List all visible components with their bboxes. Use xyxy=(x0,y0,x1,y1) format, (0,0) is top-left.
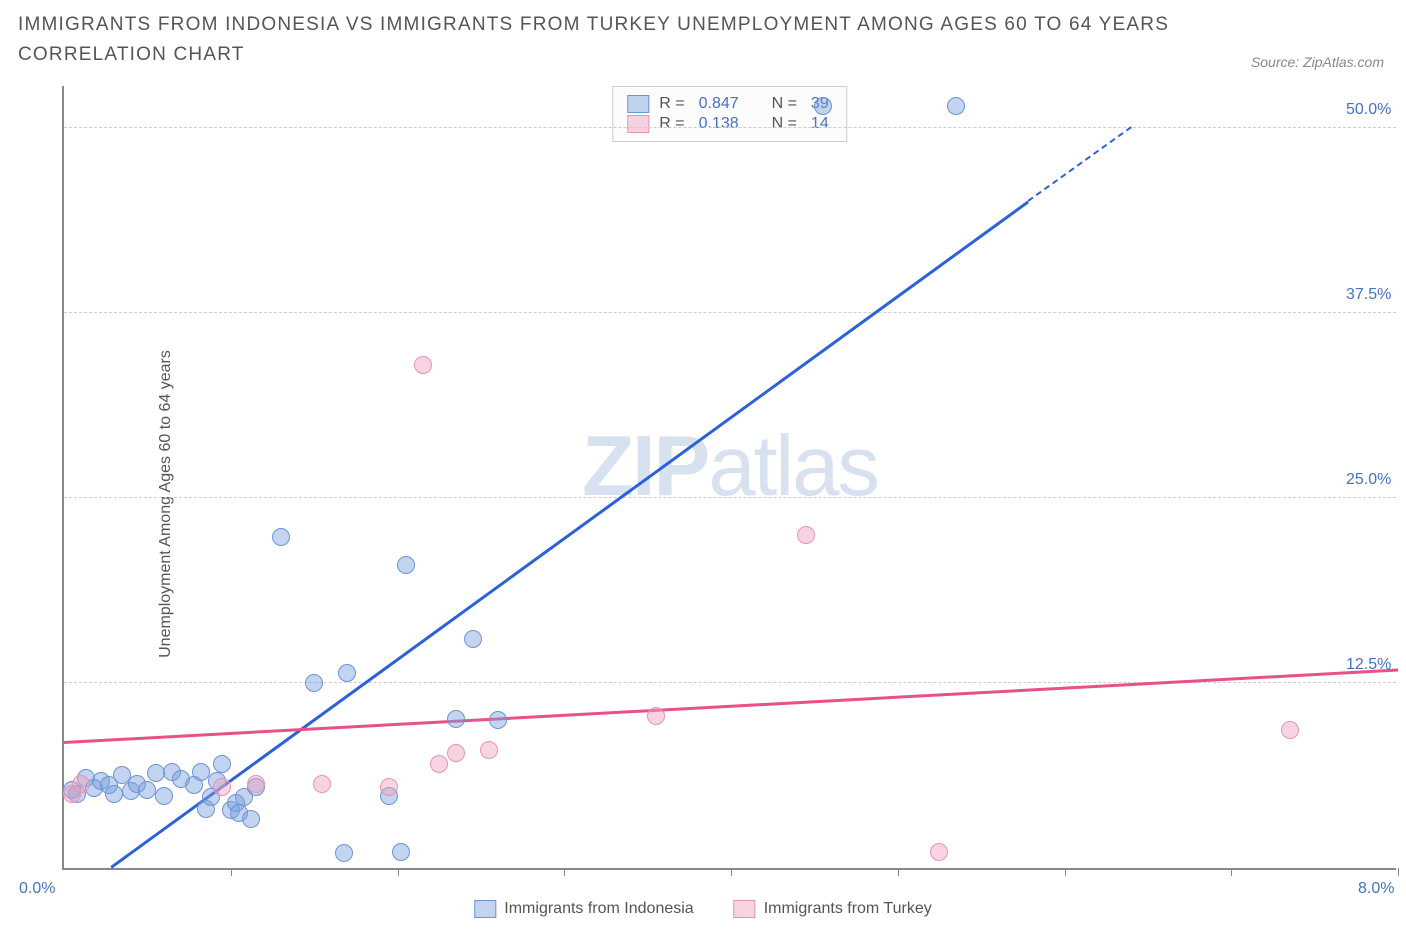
data-point xyxy=(1281,721,1299,739)
chart-title: IMMIGRANTS FROM INDONESIA VS IMMIGRANTS … xyxy=(18,10,1206,71)
watermark: ZIPatlas xyxy=(582,418,878,516)
data-point xyxy=(797,526,815,544)
y-tick-label: 25.0% xyxy=(1338,471,1391,489)
grid-line xyxy=(64,312,1396,313)
legend-swatch xyxy=(627,115,649,133)
grid-line xyxy=(64,497,1396,498)
data-point xyxy=(447,744,465,762)
source-attribution: Source: ZipAtlas.com xyxy=(1251,54,1384,70)
grid-line xyxy=(64,127,1396,128)
data-point xyxy=(464,630,482,648)
x-tick xyxy=(1065,868,1066,876)
data-point xyxy=(380,778,398,796)
x-tick xyxy=(564,868,565,876)
data-point xyxy=(447,710,465,728)
data-point xyxy=(335,844,353,862)
series-name: Immigrants from Turkey xyxy=(764,900,932,918)
legend-n-label: N = xyxy=(772,115,797,133)
legend-row: R =0.847 N =39 xyxy=(627,95,832,113)
series-legend: Immigrants from Indonesia Immigrants from… xyxy=(474,900,931,918)
plot-area: ZIPatlas R =0.847 N =39R =0.138 N =14 12… xyxy=(62,86,1396,870)
watermark-zip: ZIP xyxy=(582,419,708,514)
trend-line xyxy=(64,669,1398,744)
correlation-legend: R =0.847 N =39R =0.138 N =14 xyxy=(612,86,847,142)
data-point xyxy=(155,787,173,805)
data-point xyxy=(272,528,290,546)
watermark-atlas: atlas xyxy=(708,419,878,514)
legend-n-value: 14 xyxy=(811,115,829,133)
data-point xyxy=(72,775,90,793)
data-point xyxy=(147,764,165,782)
y-tick-label: 50.0% xyxy=(1338,101,1391,119)
legend-r-label: R = xyxy=(659,95,684,113)
data-point xyxy=(192,763,210,781)
data-point xyxy=(105,785,123,803)
data-point xyxy=(247,775,265,793)
data-point xyxy=(138,781,156,799)
data-point xyxy=(213,755,231,773)
legend-r-value: 0.138 xyxy=(699,115,739,133)
chart-container: Unemployment Among Ages 60 to 64 years Z… xyxy=(0,78,1406,930)
x-tick xyxy=(398,868,399,876)
data-point xyxy=(489,711,507,729)
data-point xyxy=(305,674,323,692)
data-point xyxy=(947,97,965,115)
data-point xyxy=(338,664,356,682)
x-tick xyxy=(731,868,732,876)
y-tick-label: 37.5% xyxy=(1338,286,1391,304)
data-point xyxy=(480,741,498,759)
data-point xyxy=(242,810,260,828)
legend-r-value: 0.847 xyxy=(699,95,739,113)
data-point xyxy=(814,97,832,115)
x-max-label: 8.0% xyxy=(1358,880,1394,898)
legend-row: R = 0.138 N = 14 xyxy=(627,115,832,133)
series-legend-item: Immigrants from Turkey xyxy=(734,900,932,918)
data-point xyxy=(414,356,432,374)
data-point xyxy=(647,707,665,725)
trend-line xyxy=(1027,127,1132,203)
x-tick xyxy=(898,868,899,876)
grid-line xyxy=(64,682,1396,683)
series-legend-item: Immigrants from Indonesia xyxy=(474,900,693,918)
legend-n-label: N = xyxy=(772,95,797,113)
legend-r-label: R = xyxy=(659,115,684,133)
trend-line xyxy=(110,200,1029,868)
legend-swatch xyxy=(734,900,756,918)
x-tick xyxy=(231,868,232,876)
data-point xyxy=(930,843,948,861)
x-tick xyxy=(1231,868,1232,876)
data-point xyxy=(430,755,448,773)
series-name: Immigrants from Indonesia xyxy=(504,900,693,918)
data-point xyxy=(313,775,331,793)
data-point xyxy=(213,778,231,796)
legend-swatch xyxy=(627,95,649,113)
x-tick xyxy=(1398,868,1399,876)
data-point xyxy=(392,843,410,861)
x-min-label: 0.0% xyxy=(19,880,55,898)
data-point xyxy=(397,556,415,574)
legend-swatch xyxy=(474,900,496,918)
